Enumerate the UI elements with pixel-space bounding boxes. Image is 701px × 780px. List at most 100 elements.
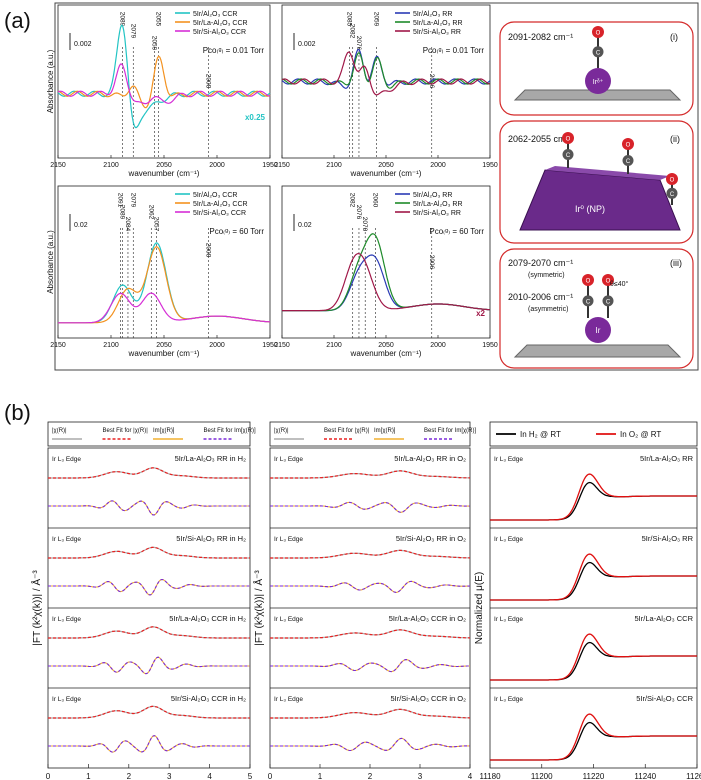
chi-magnitude-fit-line [270, 549, 470, 559]
x-tick-label: 1950 [482, 162, 498, 169]
sample-label: 5Ir/Si-Al₂O₃ CCR in H₂ [171, 694, 246, 703]
oxygen-atom [562, 132, 574, 144]
x-tick-label: 2 [127, 772, 132, 780]
carbon-label: C [626, 159, 631, 165]
schematic-frame [499, 248, 694, 369]
chi-imag-fit-line [270, 659, 470, 673]
sample-label: 5Ir/Si-Al₂O₃ RR in H₂ [176, 534, 246, 543]
chi-magnitude-fit-line [270, 470, 470, 479]
sample-label: 5Ir/La-Al₂O₃ RR in H₂ [175, 454, 246, 463]
edge-label: Ir L₃ Edge [52, 536, 81, 543]
carbon-label: C [596, 50, 601, 56]
site-tag: (i) [670, 32, 678, 42]
x-tick-label: 2150 [274, 162, 290, 169]
x-tick-label: 3 [418, 772, 423, 780]
ir-atom [585, 68, 611, 94]
peak-label: 2059 [150, 36, 157, 51]
edge-label: Ir L₃ Edge [274, 456, 303, 463]
carbon-label: C [566, 153, 571, 159]
x-tick-label: 11220 [583, 772, 605, 780]
x-tick-label: 2050 [156, 162, 172, 169]
chi-magnitude-fit-line [48, 626, 250, 639]
legend-entry: 5Ir/La-Al₂O₃ RR [413, 20, 463, 27]
xanes-line [490, 473, 697, 521]
ir-atom [585, 317, 611, 343]
sample-label: 5Ir/La-Al₂O₃ CCR in O₂ [389, 614, 466, 623]
sym-range: 2079-2070 cm⁻¹ [508, 258, 573, 268]
peak-label: 2070 [361, 217, 368, 232]
chi-magnitude-line [48, 705, 250, 719]
peak-label: 2076 [355, 36, 362, 51]
schematic-1: 2091-2082 cm⁻¹ (i) Irᵟ⁺ C O [499, 21, 694, 116]
support-surface [513, 344, 682, 358]
chi-imag-fit-line [48, 500, 250, 516]
legend-entry: |χ(R)| [52, 428, 67, 434]
carbon-label: C [586, 299, 591, 305]
series-line [281, 52, 491, 89]
carbon-atom [562, 149, 574, 160]
carbon-atom [582, 295, 594, 307]
edge-label: Ir L₃ Edge [52, 616, 81, 623]
sample-label: 5Ir/Si-Al₂O₃ RR in O₂ [396, 534, 466, 543]
b-chart-b1: |χ(R)| Best Fit for |χ(R)| Im[χ(R)] Best Fi… [30, 421, 256, 780]
legend-frame [489, 421, 698, 447]
b-chart-b3: In H₂ @ RT In O₂ @ RT 11180 11200 11220 11240… [474, 421, 701, 780]
legend-entry: 5Ir/La-Al₂O₃ CCR [193, 20, 248, 27]
legend-entry: Best Fit for Im[χ(R)] [424, 428, 476, 434]
y-axis-label: Absorbance (a.u.) [46, 49, 55, 113]
edge-label: Ir L₃ Edge [52, 696, 81, 703]
x-tick-label: 1950 [482, 342, 498, 349]
chi-magnitude-fit-line [48, 467, 250, 479]
asym-label: (asymmetric) [528, 306, 568, 313]
legend-entry: Best Fit for |χ(R)| [103, 428, 149, 434]
series-line [57, 63, 271, 105]
chi-magnitude-fit-line [48, 546, 250, 559]
series-line [57, 55, 271, 109]
asym-range: 2010-2006 cm⁻¹ [508, 292, 573, 302]
carbon-atom [622, 155, 634, 166]
y-axis-label: Normalized μ(E) [474, 572, 485, 644]
nanoparticle-top [545, 166, 670, 180]
peak-label: 2089 [119, 205, 126, 220]
x-tick-label: 2050 [378, 162, 394, 169]
x-tick-label: 2 [368, 772, 373, 780]
y-axis-label: Absorbance (a.u.) [46, 230, 55, 294]
sample-label: 5Ir/Si-Al₂O₃ CCR in O₂ [390, 694, 466, 703]
peak-label: 2079 [129, 24, 136, 39]
x-tick-label: 2000 [430, 342, 446, 349]
legend-entry: 5Ir/La-Al₂O₃ RR [413, 201, 463, 208]
x-tick-label: 2150 [50, 342, 66, 349]
oxygen-label: O [606, 279, 611, 285]
x-axis-label: wavenumber (cm⁻¹) [350, 169, 422, 178]
x-tick-label: 2100 [103, 162, 119, 169]
y-axis-label: |FT (k²χ(k))| / Å⁻³ [30, 570, 43, 646]
x-tick-label: 1 [318, 772, 323, 780]
series-line [58, 292, 271, 324]
chi-imag-fit-line [48, 578, 250, 596]
scale-bar-label: 0.02 [74, 222, 88, 229]
schematic-2: 2062-2055 cm⁻¹ (ii) Ir⁰ (NP) C O C O C O [499, 120, 694, 244]
x-tick-label: 2100 [326, 162, 342, 169]
oxygen-label: O [596, 31, 601, 37]
x-tick-label: 5 [248, 772, 253, 780]
peak-label: 2082 [349, 193, 356, 208]
oxygen-label: O [586, 279, 591, 285]
ir-chart-a1: 2150 2100 2050 2000 1950 wavenumber (cm⁻¹) Abs… [46, 4, 278, 178]
peak-label: 2079 [129, 193, 136, 208]
site-tag: (iii) [670, 258, 682, 268]
x-tick-label: 2100 [326, 342, 342, 349]
carbon-label: C [670, 192, 675, 198]
chi-imag-fit-line [270, 501, 470, 513]
sym-label: (symmetric) [528, 272, 565, 279]
peak-label: 2006 [428, 255, 435, 270]
xanes-line [490, 633, 697, 681]
peak-label: 2008 [205, 74, 212, 89]
chi-magnitude-fit-line [270, 708, 470, 719]
xanes-line [490, 713, 697, 761]
oxygen-label: O [670, 178, 675, 184]
x-tick-label: 2000 [209, 162, 225, 169]
carbon-label: C [606, 299, 611, 305]
peak-label: 2055 [155, 12, 162, 27]
x-tick-label: 2150 [50, 162, 66, 169]
